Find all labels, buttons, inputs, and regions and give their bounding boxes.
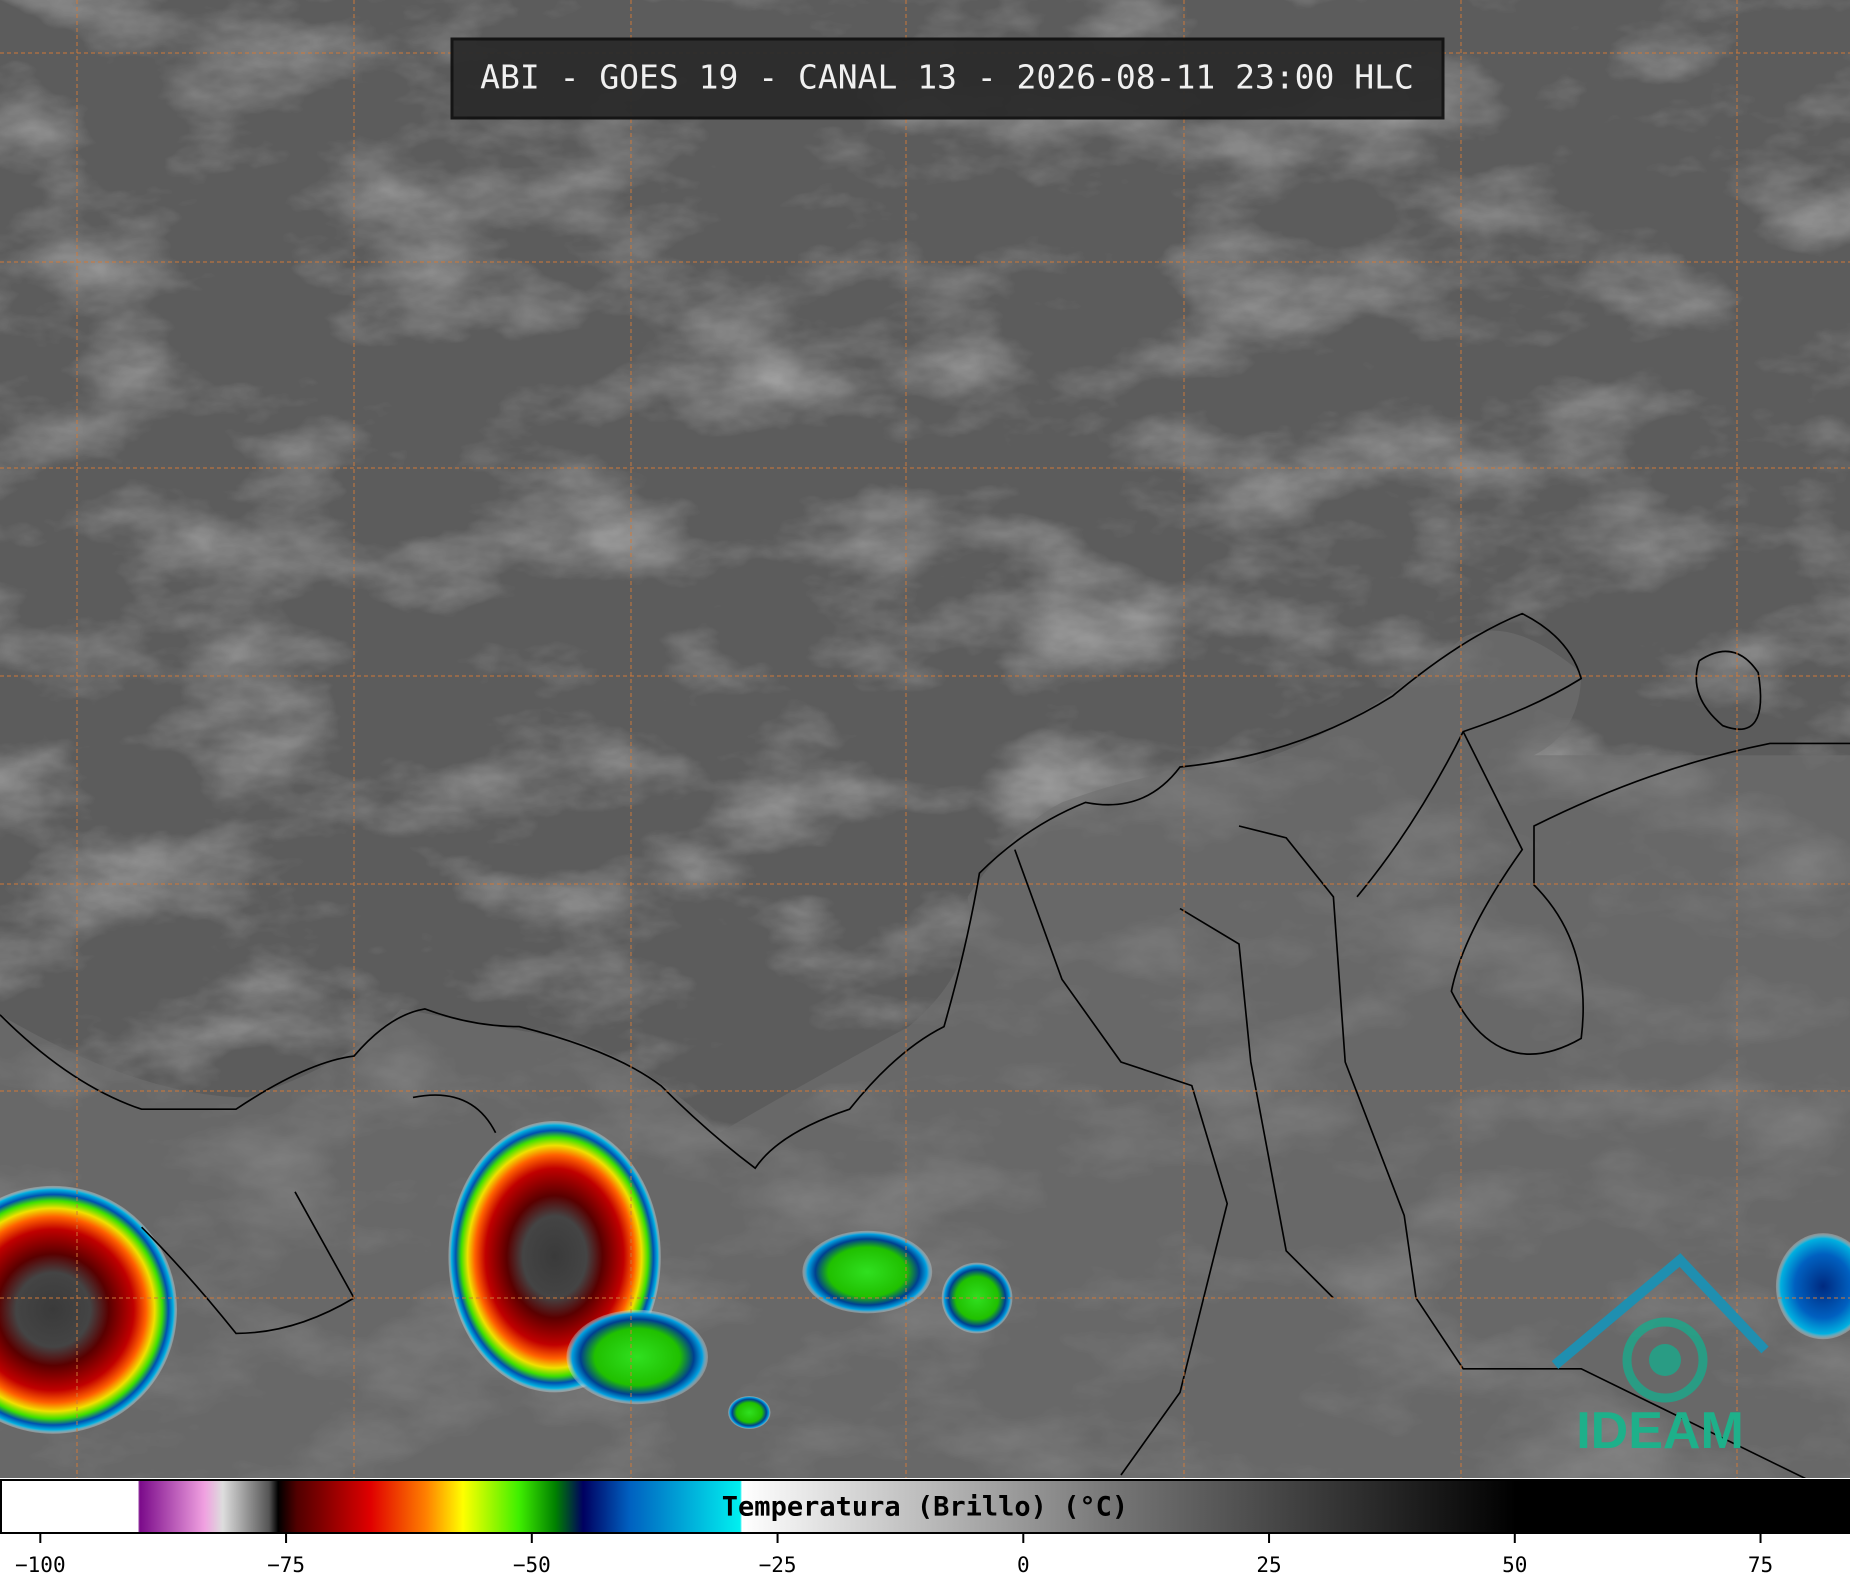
storm-cell <box>566 1309 709 1405</box>
logo-swirl <box>1649 1344 1681 1376</box>
logo-swirl <box>1622 1317 1708 1403</box>
tick-label: 0 <box>1017 1553 1030 1577</box>
tick-label: 75 <box>1748 1553 1773 1577</box>
logo-text: IDEAM <box>1576 1402 1744 1460</box>
storm-cell <box>728 1395 771 1429</box>
logo: IDEAM <box>1551 1253 1769 1460</box>
tick-label: −75 <box>267 1553 305 1577</box>
coastlines <box>0 612 1850 1480</box>
colorbar-ticks: −100 −75 −50 −25 0 25 50 75 <box>15 1533 1773 1577</box>
storm-cell <box>1775 1233 1850 1340</box>
title-box <box>450 37 1445 120</box>
tick-label: −25 <box>759 1553 797 1577</box>
tick-label: −100 <box>15 1553 66 1577</box>
storm-cell <box>941 1262 1013 1334</box>
colorbar-label: Temperatura (Brillo) (°C) <box>722 1492 1128 1523</box>
graticule <box>0 0 1850 1478</box>
title: ABI - GOES 19 - CANAL 13 - 2026-08-11 23… <box>480 58 1414 97</box>
storm-cell <box>802 1230 933 1314</box>
colorbar <box>0 1479 1850 1534</box>
storm-cell <box>0 1185 177 1434</box>
tick-label: 25 <box>1256 1553 1281 1577</box>
tick-label: −50 <box>513 1553 551 1577</box>
tick-label: 50 <box>1502 1553 1527 1577</box>
logo-roof <box>1551 1253 1769 1369</box>
map-layer <box>0 612 1850 1480</box>
